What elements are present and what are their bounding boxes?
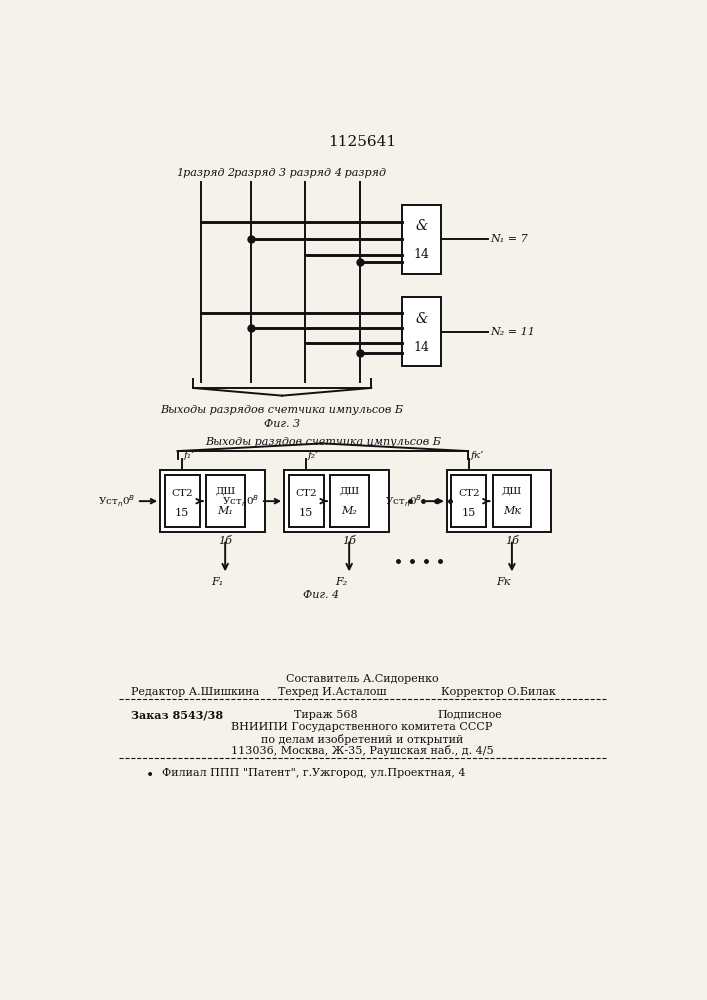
- Text: 1б: 1б: [218, 536, 232, 546]
- Text: ДШ: ДШ: [339, 486, 359, 495]
- Text: Уст$_n$0$^B$: Уст$_n$0$^B$: [98, 493, 135, 509]
- Text: •: •: [146, 768, 155, 782]
- Text: N₁ = 7: N₁ = 7: [490, 234, 527, 244]
- Text: 2разряд: 2разряд: [227, 168, 275, 178]
- Text: 14: 14: [414, 248, 430, 261]
- Text: Филиал ППП "Патент", г.Ужгород, ул.Проектная, 4: Филиал ППП "Патент", г.Ужгород, ул.Проек…: [162, 768, 465, 778]
- Text: СТ2: СТ2: [296, 489, 317, 498]
- Text: 1б: 1б: [342, 536, 356, 546]
- Text: F₂: F₂: [335, 577, 348, 587]
- Text: Fк: Fк: [496, 577, 510, 587]
- Text: Заказ 8543/38: Заказ 8543/38: [131, 710, 223, 721]
- Text: 14: 14: [414, 341, 430, 354]
- Text: Редактор А.Шишкина: Редактор А.Шишкина: [131, 687, 259, 697]
- Text: Составитель А.Сидоренко: Составитель А.Сидоренко: [286, 674, 438, 684]
- Text: Выходы разядов счетчика импульсов Б: Выходы разядов счетчика импульсов Б: [205, 437, 440, 447]
- Bar: [284, 470, 389, 532]
- Text: F₁: F₁: [211, 577, 223, 587]
- Bar: [447, 470, 551, 532]
- Text: f₂’: f₂’: [308, 451, 319, 460]
- Bar: [452, 475, 486, 527]
- Text: M₁: M₁: [217, 506, 233, 516]
- Bar: [329, 475, 368, 527]
- Text: Фиг. 4: Фиг. 4: [303, 590, 339, 600]
- Text: N₂ = 11: N₂ = 11: [490, 327, 534, 337]
- Text: 113036, Москва, Ж-35, Раушская наб., д. 4/5: 113036, Москва, Ж-35, Раушская наб., д. …: [230, 745, 493, 756]
- Text: Техред И.Асталош: Техред И.Асталош: [279, 687, 387, 697]
- Text: Уст$_n$0$^B$: Уст$_n$0$^B$: [222, 493, 259, 509]
- Text: ВНИИПИ Государственного комитета СССР: ВНИИПИ Государственного комитета СССР: [231, 722, 493, 732]
- Text: &: &: [416, 219, 428, 233]
- Text: 4 разряд: 4 разряд: [334, 168, 385, 178]
- Text: 15: 15: [175, 508, 189, 518]
- Bar: [402, 297, 441, 366]
- Text: СТ2: СТ2: [171, 489, 193, 498]
- Text: 1125641: 1125641: [328, 135, 396, 149]
- Text: 15: 15: [299, 508, 313, 518]
- Text: Подписное: Подписное: [437, 710, 502, 720]
- Text: Тираж 568: Тираж 568: [293, 710, 357, 720]
- Text: Уст$_n$0$^B$: Уст$_n$0$^B$: [385, 493, 422, 509]
- Text: 3 разряд: 3 разряд: [279, 168, 332, 178]
- Text: fк’: fк’: [470, 451, 484, 460]
- Bar: [493, 475, 531, 527]
- Bar: [206, 475, 245, 527]
- Text: СТ2: СТ2: [458, 489, 480, 498]
- Text: 15: 15: [462, 508, 476, 518]
- Bar: [288, 475, 324, 527]
- Text: Mк: Mк: [503, 506, 521, 516]
- Text: ДШ: ДШ: [502, 486, 522, 495]
- Text: Корректор О.Билак: Корректор О.Билак: [441, 687, 556, 697]
- Text: M₂: M₂: [341, 506, 357, 516]
- Bar: [402, 205, 441, 274]
- Bar: [160, 470, 264, 532]
- Bar: [165, 475, 199, 527]
- Text: 1б: 1б: [505, 536, 519, 546]
- Text: Выходы разрядов счетчика импульсов Б: Выходы разрядов счетчика импульсов Б: [160, 405, 404, 415]
- Text: f₁’: f₁’: [184, 451, 195, 460]
- Text: &: &: [416, 312, 428, 326]
- Text: ДШ: ДШ: [215, 486, 235, 495]
- Text: 1разряд: 1разряд: [177, 168, 225, 178]
- Text: по делам изобретений и открытий: по делам изобретений и открытий: [261, 734, 463, 745]
- Text: Фиг. 3: Фиг. 3: [264, 419, 300, 429]
